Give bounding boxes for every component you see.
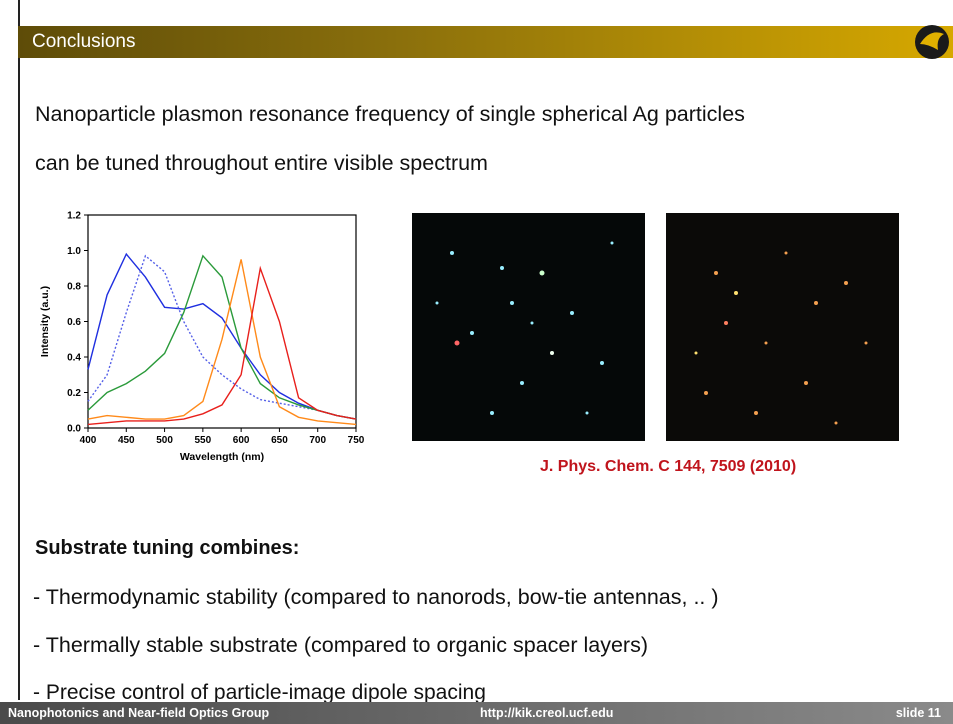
footer-bar: Nanophotonics and Near-field Optics Grou… — [0, 702, 953, 724]
y-tick-label: 0.4 — [67, 353, 81, 364]
y-tick-label: 0.8 — [67, 282, 81, 293]
x-tick-label: 600 — [233, 435, 250, 446]
footer-right: slide 11 — [895, 706, 941, 720]
darkfield-image — [666, 213, 899, 441]
x-tick-label: 450 — [118, 435, 135, 446]
y-tick-label: 1.0 — [67, 246, 81, 257]
x-axis-label: Wavelength (nm) — [180, 451, 264, 463]
bullet: - Precise control of particle-image dipo… — [33, 681, 486, 704]
body-text: Nanoparticle plasmon resonance frequency… — [35, 102, 745, 126]
bullet: - Thermally stable substrate (compared t… — [33, 633, 648, 657]
footer-left: Nanophotonics and Near-field Optics Grou… — [8, 706, 270, 720]
spectrum-chart: 0.0 0.2 0.4 0.6 0.8 1.0 1.2 400 450 500 550 600 650 7… — [39, 211, 365, 464]
darkfield-image — [412, 213, 645, 441]
x-tick-label: 700 — [309, 435, 326, 446]
x-tick-label: 500 — [156, 435, 173, 446]
spectrum-line — [87, 265, 357, 426]
x-tick-label: 650 — [271, 435, 288, 446]
y-tick-label: 0.0 — [67, 424, 81, 435]
y-tick-label: 0.2 — [67, 388, 81, 399]
x-tick-label: 550 — [195, 435, 212, 446]
header-bar: Conclusions — [18, 26, 953, 58]
title: Conclusions — [32, 31, 136, 52]
body-text: can be tuned throughout entire visible s… — [35, 151, 488, 175]
logo — [915, 25, 949, 59]
y-tick-label: 0.6 — [67, 317, 81, 328]
subheading: Substrate tuning combines: — [35, 537, 300, 559]
footer-center: http://kik.creol.ucf.edu — [480, 706, 614, 720]
citation: J. Phys. Chem. C 144, 7509 (2010) — [540, 458, 797, 475]
y-tick-label: 1.2 — [67, 211, 81, 222]
spectrum-line — [87, 259, 357, 426]
plot-frame — [87, 214, 357, 429]
x-tick-label: 750 — [348, 435, 365, 446]
bullet: - Thermodynamic stability (compared to n… — [33, 585, 719, 609]
x-tick-label: 400 — [80, 435, 97, 446]
left-rule — [18, 0, 20, 700]
y-axis-label: Intensity (a.u.) — [39, 286, 51, 357]
spectrum-line — [87, 254, 357, 420]
